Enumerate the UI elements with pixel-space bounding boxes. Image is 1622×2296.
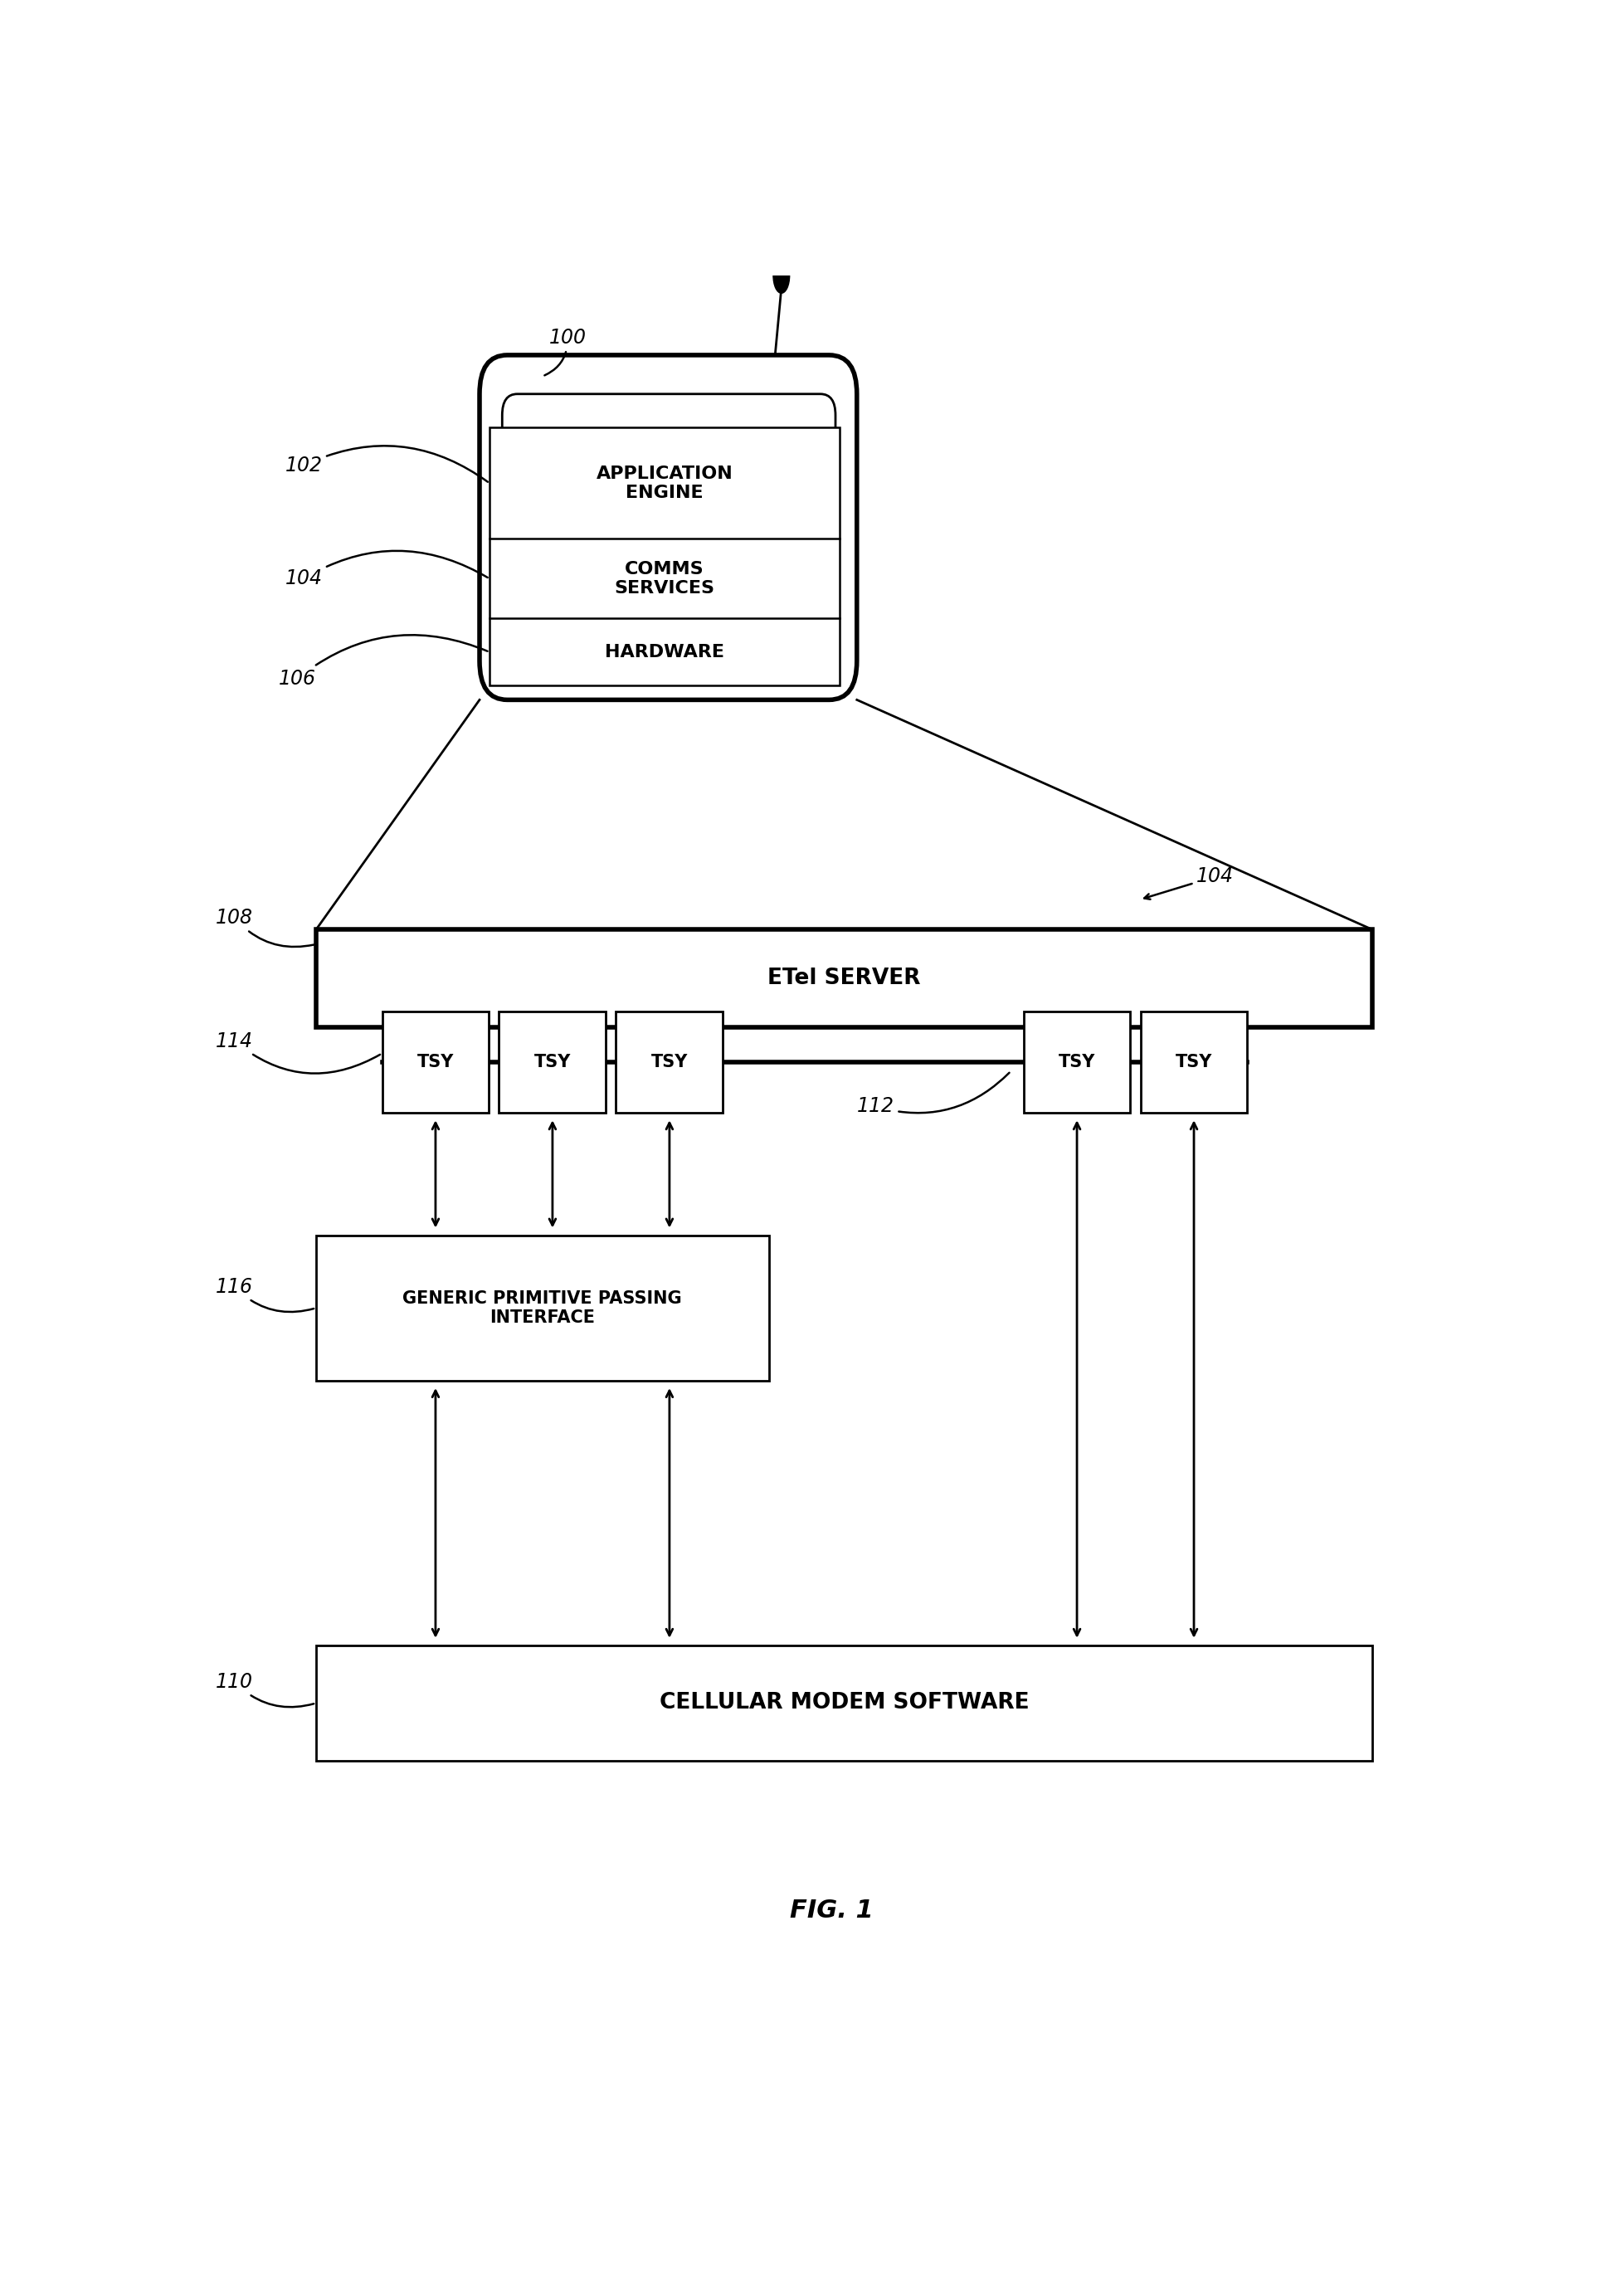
Text: APPLICATION
ENGINE: APPLICATION ENGINE [595,466,733,501]
Bar [1023,1013,1131,1114]
Text: TSY: TSY [1058,1054,1095,1070]
Text: ETel SERVER: ETel SERVER [767,967,920,990]
Bar [1140,1013,1247,1114]
Bar [616,1013,722,1114]
Bar [500,1013,605,1114]
Text: TSY: TSY [534,1054,571,1070]
Ellipse shape [772,257,790,294]
Bar [316,1646,1372,1761]
FancyBboxPatch shape [480,356,856,700]
Text: 114: 114 [216,1031,380,1075]
Text: TSY: TSY [650,1054,688,1070]
Bar [490,427,839,687]
Text: TSY: TSY [1174,1054,1212,1070]
Text: 104: 104 [285,551,487,588]
Text: COMMS
SERVICES: COMMS SERVICES [613,560,714,597]
Text: 112: 112 [856,1072,1009,1116]
Text: 110: 110 [216,1671,313,1706]
Text: 100: 100 [545,328,586,374]
Text: 108: 108 [216,907,313,946]
Bar [316,1235,769,1380]
Text: GENERIC PRIMITIVE PASSING
INTERFACE: GENERIC PRIMITIVE PASSING INTERFACE [402,1290,681,1325]
Bar [316,930,1372,1026]
Text: TSY: TSY [417,1054,454,1070]
Text: CELLULAR MODEM SOFTWARE: CELLULAR MODEM SOFTWARE [659,1692,1028,1713]
Bar [381,1013,488,1114]
Text: 104: 104 [1144,866,1233,900]
Text: 102: 102 [285,445,488,482]
Text: FIG. 1: FIG. 1 [790,1899,873,1922]
Text: 116: 116 [216,1277,313,1311]
Text: 106: 106 [279,636,487,689]
FancyBboxPatch shape [501,395,835,533]
Text: HARDWARE: HARDWARE [605,643,723,661]
